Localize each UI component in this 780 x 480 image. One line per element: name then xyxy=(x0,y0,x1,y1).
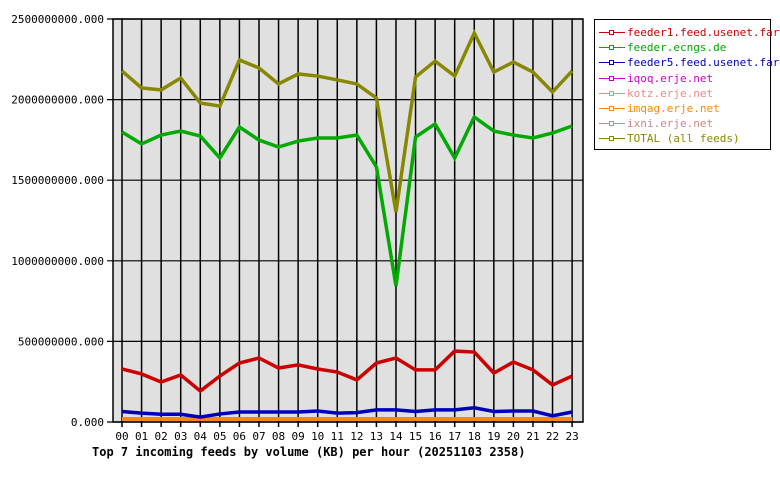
legend-item: feeder1.feed.usenet.farm xyxy=(599,26,780,39)
legend-swatch-icon xyxy=(599,119,625,128)
x-tick-label: 10 xyxy=(311,430,324,443)
series-line-feeder1-feed-usenet-farm xyxy=(121,349,573,394)
x-tick-label: 18 xyxy=(468,430,481,443)
series-lines xyxy=(120,28,574,421)
x-tick-label: 05 xyxy=(213,430,226,443)
x-tick-label: 00 xyxy=(115,430,128,443)
series-line-feeder5-feed-usenet-farm xyxy=(121,406,573,419)
legend-label: feeder5.feed.usenet.farm xyxy=(627,56,780,70)
x-axis: 00 01 02 03 04 05 06 07 08 09 10 11 12 13 14 15 16 17 18 19… xyxy=(115,430,578,443)
x-tick-label: 17 xyxy=(448,430,461,443)
x-tick-label: 12 xyxy=(350,430,363,443)
legend-swatch-icon xyxy=(599,104,625,113)
legend-item: feeder.ecngs.de xyxy=(599,41,726,54)
x-tick-label: 06 xyxy=(233,430,246,443)
legend-swatch-icon xyxy=(599,58,625,67)
legend-label: imqag.erje.net xyxy=(627,102,720,115)
x-tick-label: 11 xyxy=(331,430,344,443)
legend: feeder1.feed.usenet.farm feeder.ecngs.de f… xyxy=(594,19,780,150)
grid-lines xyxy=(107,18,583,427)
x-tick-label: 16 xyxy=(428,430,441,443)
series-line-total-all-feeds- xyxy=(120,28,574,213)
x-tick-label: 20 xyxy=(507,430,520,443)
x-tick-label: 04 xyxy=(194,430,208,443)
legend-swatch-icon xyxy=(599,43,625,52)
y-tick-label: 500000000.000 xyxy=(18,335,104,348)
x-tick-label: 13 xyxy=(370,430,383,443)
y-tick-label: 1000000000.000 xyxy=(11,255,104,268)
x-tick-label: 22 xyxy=(546,430,559,443)
x-tick-label: 09 xyxy=(292,430,305,443)
y-tick-label: 2500000000.000 xyxy=(11,13,104,26)
y-tick-label: 2000000000.000 xyxy=(11,94,104,107)
x-tick-label: 23 xyxy=(565,430,578,443)
y-tick-label: 0.000 xyxy=(71,416,104,429)
legend-label: feeder1.feed.usenet.farm xyxy=(627,26,780,39)
x-tick-label: 08 xyxy=(272,430,285,443)
x-tick-label: 14 xyxy=(389,430,403,443)
legend-label: TOTAL (all feeds) xyxy=(627,132,740,146)
y-axis: 0.000 500000000.000 1000000000.000 15000000… xyxy=(11,13,104,429)
legend-label: kotz.erje.net xyxy=(627,86,714,100)
x-tick-label: 15 xyxy=(409,430,422,443)
chart-title: Top 7 incoming feeds by volume (KB) per … xyxy=(92,445,525,459)
legend-item: iqoq.erje.net xyxy=(599,72,713,85)
legend-swatch-icon xyxy=(599,74,625,83)
legend-label: feeder.ecngs.de xyxy=(627,41,727,55)
series-line-feeder-ecngs-de xyxy=(121,114,573,287)
y-tick-label: 1500000000.000 xyxy=(11,174,104,187)
legend-item: kotz.erje.net xyxy=(599,87,713,100)
legend-swatch-icon xyxy=(599,134,625,143)
plot-area xyxy=(112,18,584,423)
legend-swatch-icon xyxy=(599,28,625,37)
x-tick-label: 21 xyxy=(526,430,539,443)
legend-item: ixni.erje.net xyxy=(599,117,713,130)
x-tick-label: 07 xyxy=(252,430,265,443)
legend-item: imqag.erje.net xyxy=(599,102,720,115)
x-tick-label: 03 xyxy=(174,430,187,443)
legend-label: iqoq.erje.net xyxy=(627,71,714,85)
legend-item: feeder5.feed.usenet.farm xyxy=(599,56,780,69)
legend-label: ixni.erje.net xyxy=(627,117,714,131)
x-tick-label: 01 xyxy=(135,430,148,443)
legend-item: TOTAL (all feeds) xyxy=(599,132,740,145)
x-tick-label: 19 xyxy=(487,430,500,443)
x-tick-label: 02 xyxy=(155,430,168,443)
legend-swatch-icon xyxy=(599,89,625,98)
